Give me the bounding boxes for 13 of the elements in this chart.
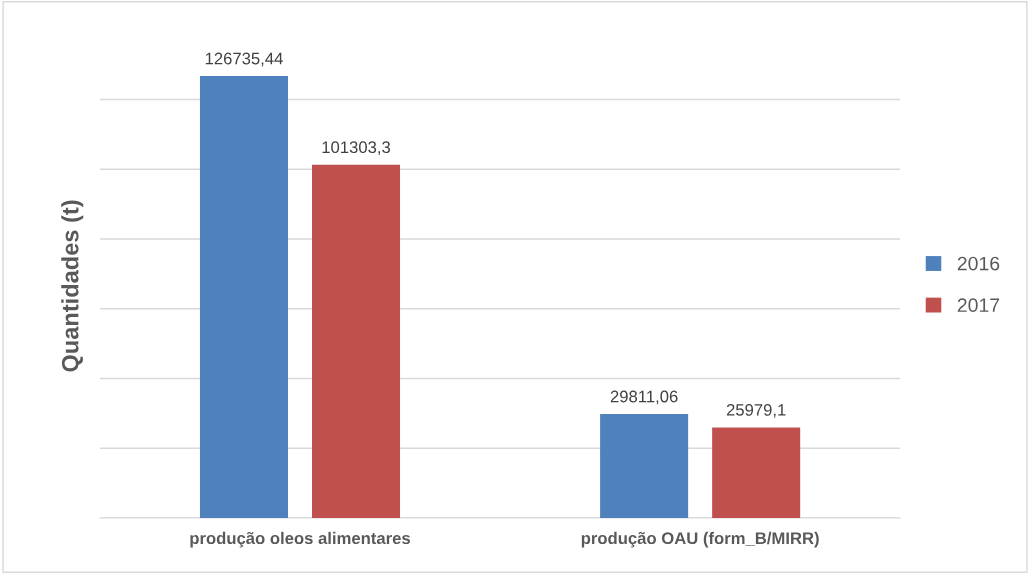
x-tick-label: produção oleos alimentares	[190, 531, 410, 548]
x-tick-label: produção OAU (form_B/MIRR)	[581, 531, 819, 548]
data-label: 29811,06	[610, 390, 678, 405]
bar	[600, 414, 689, 518]
legend-label: 2017	[957, 298, 1000, 313]
data-label: 101303,3	[322, 141, 391, 156]
legend-label: 2016	[957, 256, 1000, 271]
bar	[199, 76, 288, 518]
y-axis-title: Quantidades (t)	[61, 200, 84, 372]
data-label: 25979,1	[726, 403, 786, 418]
bar	[712, 427, 801, 518]
data-label: 126735,44	[205, 52, 283, 67]
bar	[311, 164, 401, 518]
